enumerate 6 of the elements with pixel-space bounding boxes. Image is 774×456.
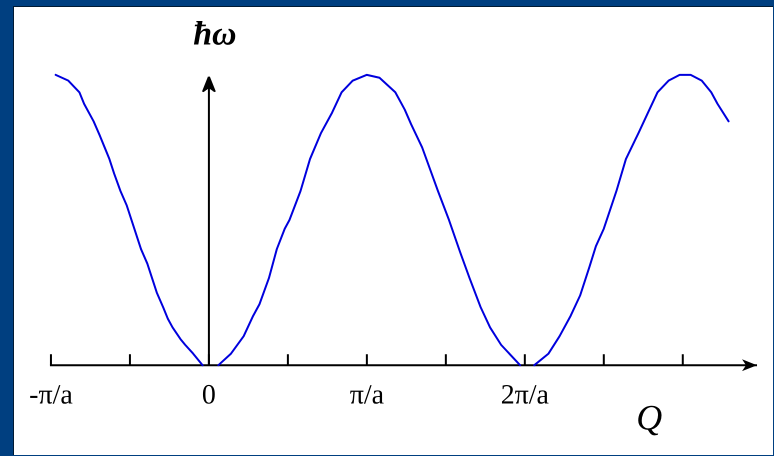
- x-tick-label: -π/a: [29, 379, 74, 410]
- y-axis-title: ħω: [193, 16, 237, 53]
- x-tick-label: 2π/a: [500, 379, 550, 410]
- x-axis-title: Q: [636, 398, 662, 438]
- x-tick-label: 0: [202, 379, 216, 410]
- x-tick-label: π/a: [350, 379, 385, 410]
